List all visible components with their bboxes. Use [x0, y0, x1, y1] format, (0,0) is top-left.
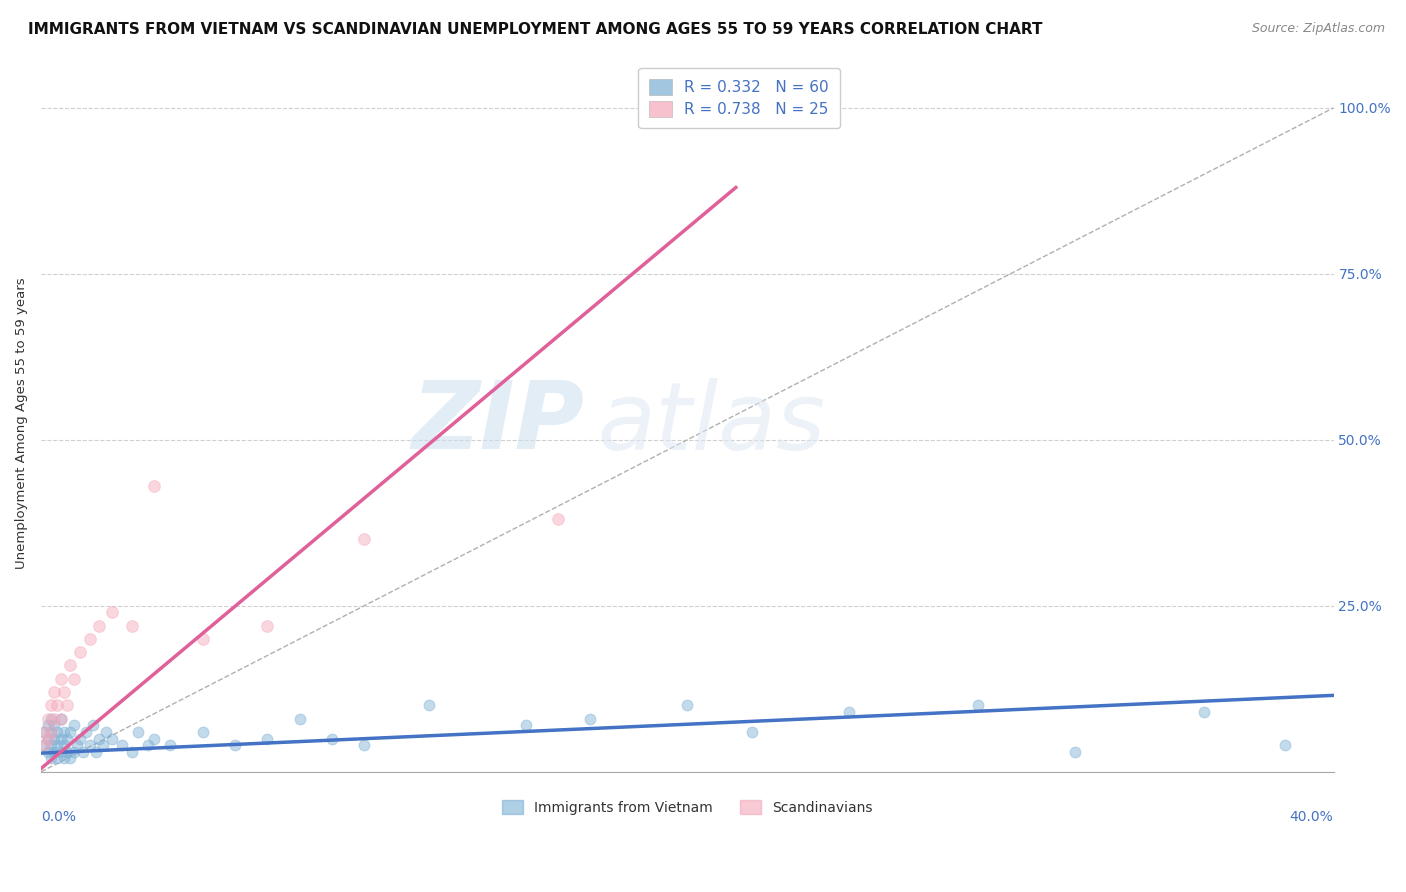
Point	[62, 672, 84, 686]
Point	[121, 745, 143, 759]
Point	[224, 738, 246, 752]
Y-axis label: Unemployment Among Ages 55 to 59 years: Unemployment Among Ages 55 to 59 years	[15, 277, 28, 569]
Point	[741, 724, 763, 739]
Point	[39, 724, 62, 739]
Point	[191, 632, 214, 646]
Point	[52, 738, 75, 752]
Point	[49, 712, 72, 726]
Point	[49, 731, 72, 746]
Legend: R = 0.332   N = 60, R = 0.738   N = 25: R = 0.332 N = 60, R = 0.738 N = 25	[638, 69, 839, 128]
Point	[75, 724, 97, 739]
Point	[91, 738, 114, 752]
Text: 0.0%: 0.0%	[41, 810, 76, 824]
Point	[111, 738, 134, 752]
Point	[34, 738, 56, 752]
Point	[191, 724, 214, 739]
Point	[353, 738, 375, 752]
Point	[82, 718, 104, 732]
Point	[838, 705, 860, 719]
Text: Source: ZipAtlas.com: Source: ZipAtlas.com	[1251, 22, 1385, 36]
Point	[52, 724, 75, 739]
Point	[34, 724, 56, 739]
Point	[256, 618, 278, 632]
Point	[39, 698, 62, 713]
Point	[37, 745, 59, 759]
Point	[42, 745, 65, 759]
Point	[353, 533, 375, 547]
Point	[56, 698, 79, 713]
Point	[34, 738, 56, 752]
Point	[143, 731, 166, 746]
Point	[37, 712, 59, 726]
Point	[46, 738, 69, 752]
Point	[676, 698, 699, 713]
Point	[79, 738, 101, 752]
Text: 40.0%: 40.0%	[1289, 810, 1333, 824]
Point	[101, 731, 124, 746]
Point	[59, 658, 82, 673]
Point	[101, 606, 124, 620]
Point	[42, 718, 65, 732]
Point	[547, 512, 569, 526]
Point	[143, 479, 166, 493]
Point	[46, 724, 69, 739]
Point	[89, 731, 111, 746]
Point	[59, 751, 82, 765]
Point	[579, 712, 602, 726]
Point	[42, 731, 65, 746]
Point	[49, 712, 72, 726]
Text: atlas: atlas	[598, 377, 825, 468]
Point	[37, 718, 59, 732]
Point	[136, 738, 159, 752]
Point	[34, 724, 56, 739]
Point	[39, 712, 62, 726]
Point	[39, 738, 62, 752]
Point	[89, 618, 111, 632]
Point	[418, 698, 440, 713]
Point	[56, 731, 79, 746]
Point	[62, 718, 84, 732]
Point	[72, 745, 94, 759]
Point	[69, 731, 91, 746]
Point	[59, 724, 82, 739]
Point	[256, 731, 278, 746]
Point	[37, 731, 59, 746]
Point	[159, 738, 181, 752]
Point	[42, 685, 65, 699]
Point	[1064, 745, 1087, 759]
Point	[84, 745, 107, 759]
Point	[52, 685, 75, 699]
Point	[56, 745, 79, 759]
Point	[37, 731, 59, 746]
Text: IMMIGRANTS FROM VIETNAM VS SCANDINAVIAN UNEMPLOYMENT AMONG AGES 55 TO 59 YEARS C: IMMIGRANTS FROM VIETNAM VS SCANDINAVIAN …	[28, 22, 1043, 37]
Point	[967, 698, 990, 713]
Point	[94, 724, 117, 739]
Point	[66, 738, 89, 752]
Point	[39, 751, 62, 765]
Point	[1274, 738, 1296, 752]
Point	[127, 724, 149, 739]
Point	[69, 645, 91, 659]
Point	[52, 751, 75, 765]
Point	[121, 618, 143, 632]
Point	[515, 718, 537, 732]
Point	[49, 672, 72, 686]
Point	[46, 751, 69, 765]
Point	[39, 724, 62, 739]
Point	[321, 731, 343, 746]
Point	[42, 712, 65, 726]
Text: ZIP: ZIP	[411, 377, 583, 469]
Point	[79, 632, 101, 646]
Point	[1194, 705, 1216, 719]
Point	[49, 745, 72, 759]
Point	[288, 712, 311, 726]
Point	[46, 698, 69, 713]
Point	[62, 745, 84, 759]
